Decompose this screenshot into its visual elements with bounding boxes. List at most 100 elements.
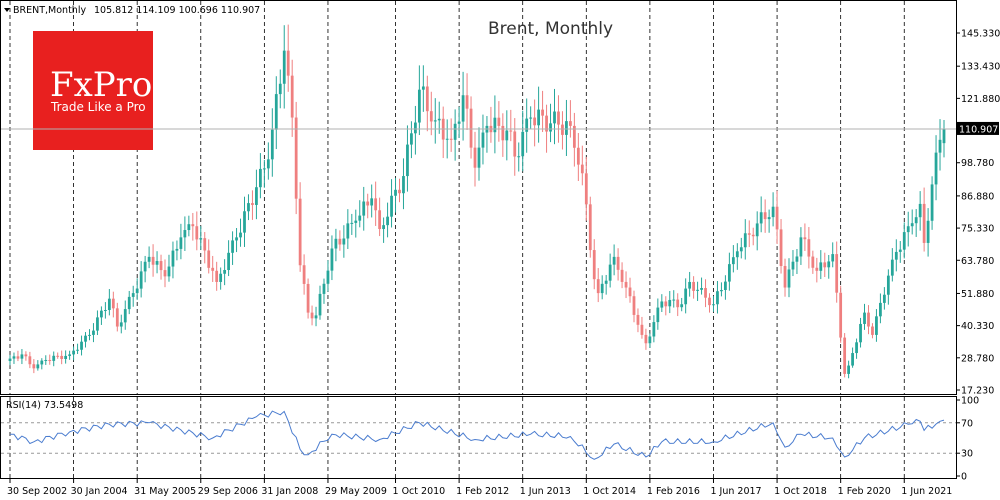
rsi-axis: 100 70 30 0 <box>956 396 979 483</box>
candle <box>481 114 485 165</box>
candle-body <box>207 250 211 268</box>
candle-body <box>370 198 374 206</box>
candle <box>632 290 636 323</box>
dropdown-triangle-icon[interactable] <box>4 8 10 12</box>
candle <box>286 24 290 92</box>
rsi-label: RSI(14) 73.5498 <box>6 400 83 411</box>
candle-body <box>648 336 652 344</box>
candle-body <box>843 337 847 374</box>
candle-body <box>505 130 509 141</box>
candle-body <box>449 138 453 140</box>
candle-body <box>847 365 851 374</box>
candle-body <box>942 128 946 144</box>
candle <box>143 255 147 283</box>
candle-body <box>875 316 878 335</box>
candle-body <box>799 237 803 257</box>
candle <box>596 268 600 303</box>
candle <box>473 131 477 187</box>
candle <box>322 278 326 304</box>
candle <box>867 305 870 335</box>
candle-body <box>576 147 580 165</box>
candle-body <box>183 230 187 238</box>
candle-body <box>592 250 596 280</box>
candle-body <box>640 324 644 335</box>
candle <box>171 241 175 279</box>
candle <box>688 271 692 297</box>
candle-body <box>644 334 648 344</box>
candle <box>831 242 835 268</box>
candle-body <box>910 223 914 227</box>
candle <box>807 227 811 269</box>
candle <box>24 351 28 361</box>
price-tick-label: 133.430 <box>961 62 1000 73</box>
candle <box>314 306 318 327</box>
candle <box>262 159 266 188</box>
candle-body <box>155 261 159 265</box>
candle-body <box>56 355 60 357</box>
candle <box>362 186 366 231</box>
candle <box>569 100 572 138</box>
candle <box>624 271 628 299</box>
candle <box>302 254 306 295</box>
candle <box>270 108 274 177</box>
candle <box>223 259 227 286</box>
candle <box>207 239 211 274</box>
candle-body <box>759 212 763 224</box>
symbol-header[interactable]: BRENT,Monthly 105.812 114.109 100.696 11… <box>4 5 260 16</box>
candle <box>453 109 457 161</box>
candle <box>612 244 616 276</box>
candle-body <box>278 83 282 95</box>
candle <box>799 227 803 265</box>
candle <box>465 73 469 130</box>
candle <box>922 187 926 252</box>
candle-body <box>767 217 771 220</box>
candle-body <box>509 130 513 132</box>
candle-body <box>445 138 449 140</box>
candle <box>227 240 230 277</box>
candle-body <box>223 270 227 274</box>
candle-body <box>115 308 119 327</box>
candle-body <box>425 86 429 112</box>
candle <box>330 235 334 281</box>
fxpro-logo: FxPro Trade Like a Pro <box>33 31 153 150</box>
candle-body <box>628 287 632 297</box>
candle <box>135 278 139 300</box>
candle-body <box>545 115 548 132</box>
candle-body <box>195 226 199 240</box>
candle <box>342 225 346 258</box>
candle-body <box>684 288 688 305</box>
candle-body <box>688 281 692 289</box>
candle-body <box>171 250 175 267</box>
candle <box>783 258 787 297</box>
candle <box>795 248 799 275</box>
candle <box>676 293 680 317</box>
candle <box>847 360 851 379</box>
candle <box>616 248 620 281</box>
candle <box>517 142 521 172</box>
price-axis[interactable]: 145.330 133.430 121.880 110.907 98.780 86.880… <box>956 29 1000 397</box>
candle <box>525 98 529 153</box>
candle-body <box>692 281 695 291</box>
candle <box>894 239 898 272</box>
price-tick-label: 40.330 <box>961 321 994 332</box>
candle-body <box>882 294 886 303</box>
time-tick-label: 1 Oct 2018 <box>774 486 827 497</box>
candle <box>759 196 763 233</box>
candle <box>640 316 644 339</box>
candle <box>56 352 60 359</box>
candle-body <box>636 314 640 325</box>
candle <box>648 333 652 348</box>
candle <box>175 240 179 261</box>
price-tick-label: 75.330 <box>961 224 994 235</box>
candle-body <box>787 269 791 288</box>
candle-body <box>259 168 262 188</box>
candle-body <box>493 117 497 133</box>
candle <box>52 351 56 367</box>
candle <box>259 153 262 199</box>
candle <box>239 218 242 247</box>
time-axis[interactable]: 30 Sep 2002 30 Jan 2004 31 May 2005 29 Sep … <box>7 479 952 497</box>
candle <box>255 169 258 220</box>
candle <box>203 232 207 264</box>
candle-body <box>298 198 302 266</box>
